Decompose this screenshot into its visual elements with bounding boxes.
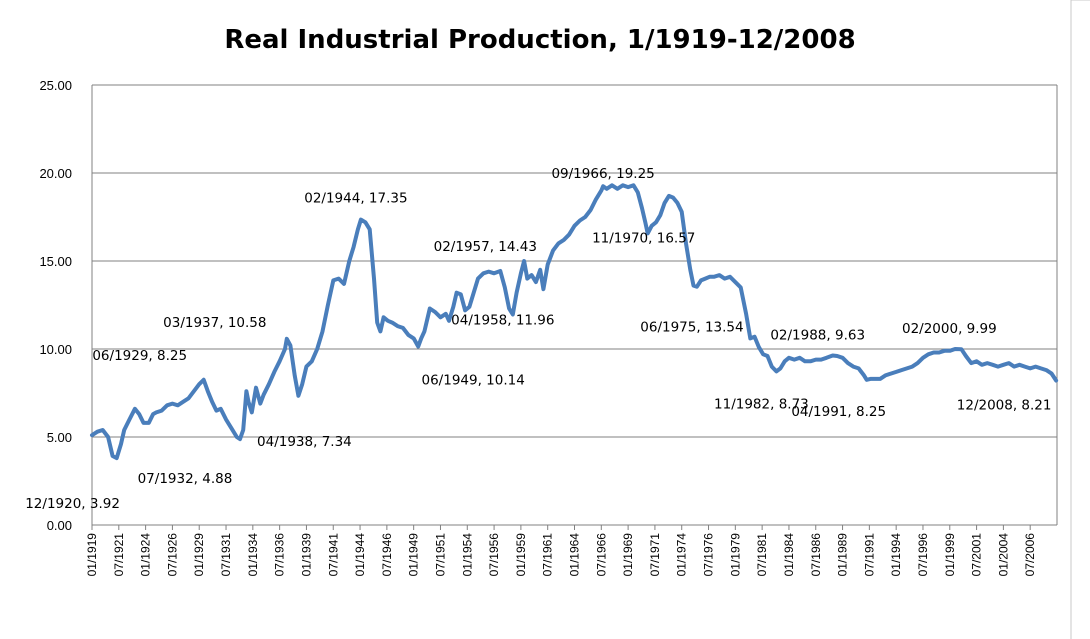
data-annotation-label: 04/1938, 7.34: [257, 434, 352, 450]
data-annotation-label: 02/2000, 9.99: [902, 321, 997, 337]
x-tick-label: 01/1919: [85, 533, 99, 577]
series-layer: [90, 183, 1059, 461]
y-tick-label: 5.00: [47, 430, 72, 445]
x-tick-label: 01/1924: [139, 533, 153, 577]
x-tick-label: 07/1966: [594, 533, 608, 577]
x-tick-label: 01/1959: [514, 533, 528, 577]
data-annotation-label: 09/1966, 19.25: [551, 166, 654, 182]
data-annotation-label: 07/1932, 4.88: [138, 471, 233, 487]
data-annotation-label: 06/1949, 10.14: [422, 373, 525, 389]
chart-title: Real Industrial Production, 1/1919-12/20…: [224, 25, 855, 55]
data-annotation-label: 02/1988, 9.63: [770, 328, 865, 344]
x-tick-label: 07/1996: [916, 533, 930, 577]
x-tick-label: 07/1951: [433, 533, 447, 577]
x-tick-label: 07/1971: [648, 533, 662, 577]
x-tick-label: 01/1984: [782, 533, 796, 577]
x-tick-label: 07/1976: [702, 533, 716, 577]
x-tick-labels: 01/1919 07/1921 01/1924 07/1926 01/1929 07/19…: [85, 533, 1037, 577]
data-annotation-label: 06/1929, 8.25: [92, 348, 187, 364]
data-annotation-label: 04/1958, 11.96: [451, 313, 554, 329]
x-tick-label: 07/1921: [112, 533, 126, 577]
x-tick-label: 07/1936: [273, 533, 287, 577]
x-tick-label: 01/2004: [996, 533, 1010, 577]
x-tick-label: 01/1939: [299, 533, 313, 577]
x-tick-label: 01/1934: [246, 533, 260, 577]
x-tick-label: 01/1964: [568, 533, 582, 577]
x-tick-label: 07/1981: [755, 533, 769, 577]
x-tick-label: 01/1954: [460, 533, 474, 577]
data-annotation-label: 02/1957, 14.43: [434, 239, 537, 255]
data-annotation-label: 03/1937, 10.58: [163, 315, 266, 331]
x-tick-label: 07/1926: [165, 533, 179, 577]
x-tick-label: 07/1946: [380, 533, 394, 577]
x-tick-label: 07/1956: [487, 533, 501, 577]
x-tick-label: 01/1944: [353, 533, 367, 577]
x-tick-label: 01/1969: [621, 533, 635, 577]
x-tick-label: 07/1931: [219, 533, 233, 577]
y-tick-label: 10.00: [39, 342, 72, 357]
data-annotation-label: 02/1944, 17.35: [304, 191, 407, 207]
data-annotation-label: 11/1970, 16.57: [592, 230, 695, 246]
x-tick-label: 07/2001: [970, 533, 984, 577]
x-tick-label: 01/1949: [407, 533, 421, 577]
y-tick-label: 20.00: [39, 166, 72, 181]
x-tick-label: 01/1999: [943, 533, 957, 577]
data-annotation-label: 11/1982, 8.73: [714, 396, 809, 412]
data-annotation-label: 06/1975, 13.54: [640, 320, 743, 336]
x-tick-label: 07/1941: [326, 533, 340, 577]
x-tick-label: 01/1974: [675, 533, 689, 577]
x-tick-label: 07/1986: [809, 533, 823, 577]
x-tick-label: 01/1989: [836, 533, 850, 577]
x-tick-label: 07/1961: [541, 533, 555, 577]
data-annotation-label: 12/1920, 3.92: [25, 496, 120, 512]
data-annotation-label: 04/1991, 8.25: [791, 404, 886, 420]
series-line: [90, 183, 1059, 461]
x-tick-label: 07/1991: [862, 533, 876, 577]
y-tick-label: 15.00: [39, 254, 72, 269]
y-tick-label: 25.00: [39, 78, 72, 93]
x-tick-label: 01/1994: [889, 533, 903, 577]
data-annotation-label: 12/2008, 8.21: [957, 398, 1052, 414]
grid-layer: [91, 84, 1058, 530]
x-tick-label: 01/1929: [192, 533, 206, 577]
x-tick-label: 07/2006: [1023, 533, 1037, 577]
y-tick-label: 0.00: [47, 518, 72, 533]
annotation-layer: 12/1920, 3.92 07/1932, 4.88 06/1929, 8.25 0…: [25, 166, 1051, 512]
x-tick-label: 01/1979: [728, 533, 742, 577]
y-tick-labels: 0.00 5.00 10.00 15.00 20.00 25.00: [39, 78, 72, 533]
